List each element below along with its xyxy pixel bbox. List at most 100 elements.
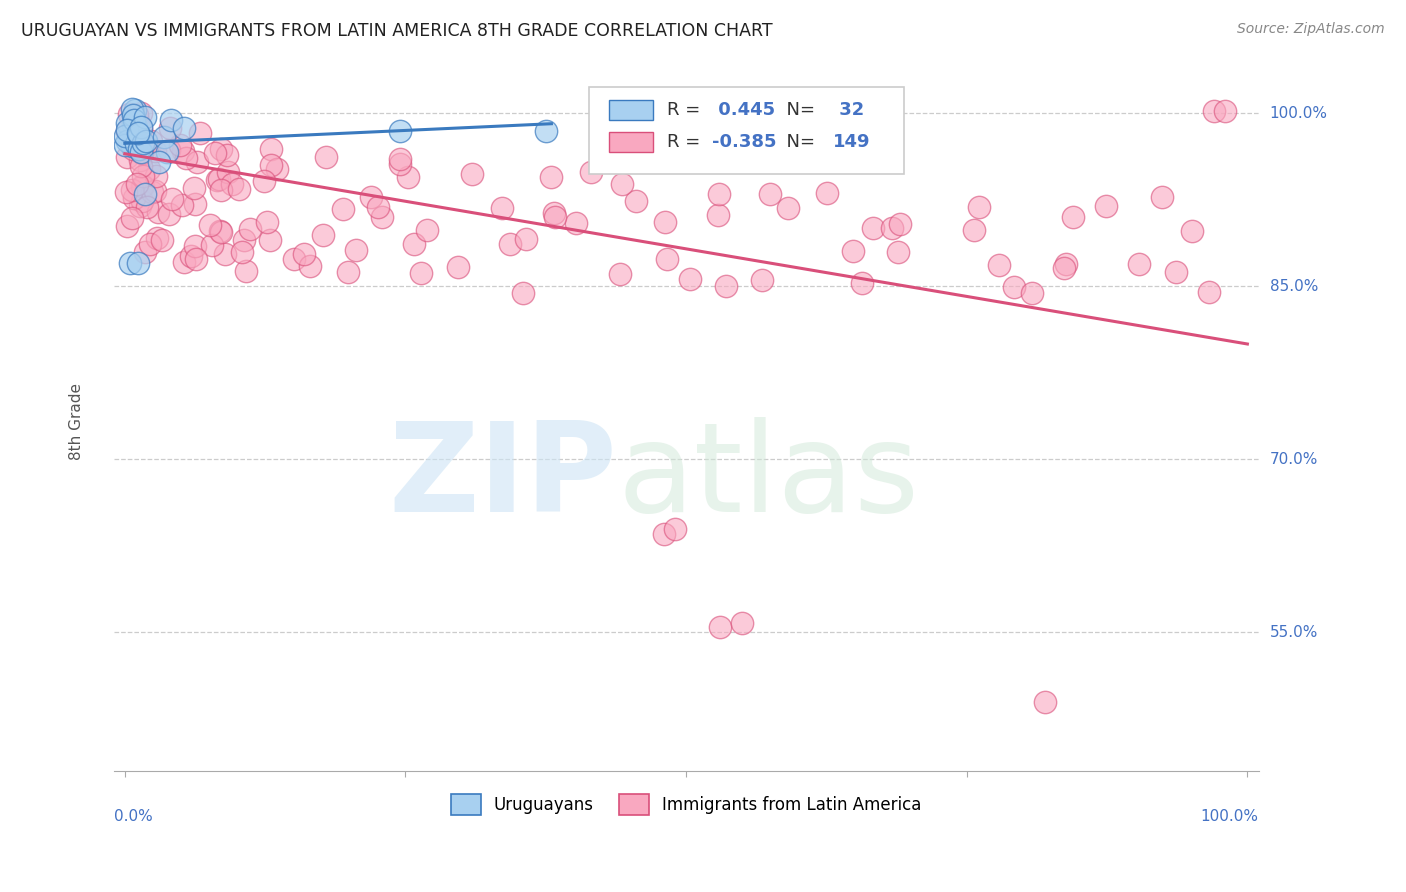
Point: [1181, 224, 1204, 238]
Legend: Uruguayans, Immigrants from Latin America: Uruguayans, Immigrants from Latin Americ…: [450, 795, 922, 814]
Point: [1095, 198, 1118, 212]
Point: [389, 153, 412, 167]
Point: [157, 207, 180, 221]
Point: [205, 173, 228, 187]
Point: [534, 123, 557, 137]
Point: [1213, 103, 1236, 118]
Point: [581, 165, 603, 179]
Point: [174, 151, 197, 165]
Point: [679, 272, 702, 286]
Point: [221, 177, 243, 191]
Point: [121, 102, 143, 116]
Point: [239, 222, 262, 236]
Point: [388, 123, 411, 137]
Point: [404, 237, 426, 252]
Point: [121, 108, 143, 122]
Point: [115, 123, 138, 137]
Text: 32: 32: [832, 101, 863, 119]
Point: [172, 198, 194, 212]
Point: [114, 185, 136, 199]
Point: [217, 165, 239, 179]
Point: [862, 221, 884, 235]
Point: [145, 145, 167, 159]
Text: 0.445: 0.445: [713, 101, 776, 119]
Text: Source: ZipAtlas.com: Source: ZipAtlas.com: [1237, 22, 1385, 37]
Point: [543, 205, 565, 219]
Point: [118, 133, 141, 147]
Point: [315, 150, 337, 164]
Point: [127, 177, 149, 191]
Point: [371, 210, 394, 224]
Point: [209, 142, 232, 156]
Point: [204, 145, 226, 160]
Point: [114, 128, 136, 143]
Point: [409, 267, 432, 281]
Point: [159, 113, 181, 128]
Point: [148, 154, 170, 169]
Point: [1062, 210, 1084, 224]
Point: [842, 244, 865, 259]
Point: [714, 279, 737, 293]
Point: [146, 205, 169, 219]
Point: [129, 120, 152, 134]
Point: [184, 197, 207, 211]
Text: R =: R =: [666, 133, 706, 151]
Point: [256, 215, 278, 229]
Point: [159, 121, 181, 136]
Text: -0.385: -0.385: [713, 133, 778, 151]
Point: [759, 186, 782, 201]
Point: [360, 190, 382, 204]
Point: [183, 181, 205, 195]
Point: [141, 185, 163, 199]
Point: [217, 148, 239, 162]
Point: [1054, 257, 1077, 271]
FancyBboxPatch shape: [589, 87, 904, 174]
Point: [121, 139, 143, 153]
Point: [1033, 694, 1056, 708]
Point: [127, 114, 149, 128]
Point: [1202, 103, 1225, 118]
Point: [228, 182, 250, 196]
Point: [118, 107, 141, 121]
Point: [132, 136, 155, 151]
Point: [200, 238, 222, 252]
Point: [889, 217, 911, 231]
Point: [1164, 265, 1187, 279]
Point: [512, 285, 534, 300]
Point: [117, 150, 139, 164]
Text: 55.0%: 55.0%: [1270, 624, 1317, 640]
Point: [332, 202, 354, 216]
Point: [145, 184, 167, 198]
Point: [156, 145, 179, 159]
Point: [882, 221, 904, 235]
Point: [157, 143, 180, 157]
Point: [389, 157, 412, 171]
Point: [253, 174, 276, 188]
Point: [128, 199, 150, 213]
Point: [540, 169, 562, 184]
Point: [139, 134, 162, 148]
Point: [121, 183, 143, 197]
Point: [967, 200, 990, 214]
Point: [124, 120, 146, 135]
Point: [121, 143, 143, 157]
Point: [751, 273, 773, 287]
Text: 149: 149: [832, 133, 870, 151]
Point: [498, 237, 520, 252]
Point: [1198, 285, 1220, 299]
Point: [127, 108, 149, 122]
Point: [115, 219, 138, 233]
Point: [887, 245, 910, 260]
Point: [609, 267, 631, 281]
FancyBboxPatch shape: [609, 100, 652, 120]
Point: [131, 178, 153, 193]
Point: [120, 256, 142, 270]
Point: [135, 134, 157, 148]
Point: [125, 136, 148, 151]
Point: [624, 194, 647, 209]
Point: [460, 167, 482, 181]
Point: [129, 145, 152, 160]
Text: R =: R =: [666, 101, 706, 119]
Point: [180, 249, 202, 263]
Point: [610, 178, 633, 192]
